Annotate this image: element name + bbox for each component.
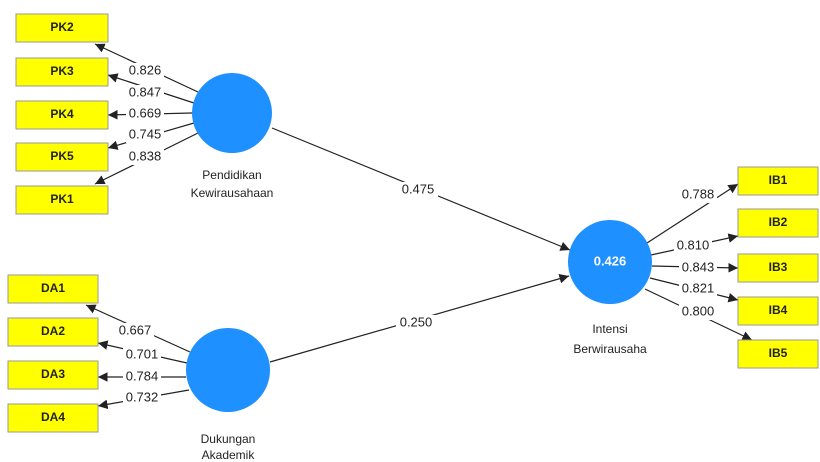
- construct-label: Berwirausaha: [573, 342, 647, 356]
- loading-value: 0.667: [119, 322, 152, 337]
- indicator-label: IB5: [769, 346, 788, 360]
- indicator-label: IB3: [769, 260, 788, 274]
- indicator-label: PK1: [50, 192, 74, 206]
- label-bg: [679, 281, 717, 297]
- loading-value: 0.838: [129, 148, 162, 163]
- label-bg: [674, 238, 712, 254]
- construct-label: Kewirausahaan: [191, 186, 274, 200]
- indicator-label: DA4: [41, 410, 65, 424]
- indicator-box: [15, 100, 109, 130]
- label-bg: [126, 106, 164, 122]
- label-bg: [396, 315, 436, 331]
- label-bg: [679, 187, 717, 203]
- label-bg: [126, 85, 164, 101]
- label-bg: [398, 182, 438, 198]
- loading-value: 0.669: [129, 105, 162, 120]
- indicator-box: [737, 296, 819, 326]
- label-bg: [679, 304, 717, 320]
- indicator-label: PK2: [50, 20, 74, 34]
- loading-value: 0.843: [682, 259, 715, 274]
- label-bg: [116, 323, 154, 339]
- r-squared: 0.426: [594, 253, 627, 268]
- label-bg: [679, 260, 717, 276]
- indicator-label: PK5: [50, 149, 74, 163]
- label-bg: [126, 149, 164, 165]
- indicator-label: DA3: [41, 367, 65, 381]
- label-bg: [126, 127, 164, 143]
- indicator-label: DA1: [41, 281, 65, 295]
- latent-construct: [568, 220, 652, 304]
- latent-construct: [192, 73, 272, 153]
- indicator-box: [15, 185, 109, 215]
- construct-label: Akademik: [202, 448, 256, 462]
- indicator-box: [7, 403, 99, 433]
- construct-label: Intensi: [592, 322, 627, 336]
- loading-value: 0.847: [129, 84, 162, 99]
- loading-value: 0.745: [129, 126, 162, 141]
- latent-construct: [186, 328, 270, 412]
- loading-value: 0.788: [682, 186, 715, 201]
- indicator-box: [737, 208, 819, 238]
- path-coefficient: 0.475: [402, 181, 435, 196]
- label-bg: [123, 390, 161, 406]
- indicator-label: IB2: [769, 215, 788, 229]
- indicator-label: IB4: [769, 303, 788, 317]
- loading-value: 0.701: [126, 346, 159, 361]
- indicator-box: [15, 13, 109, 43]
- construct-label: Dukungan: [201, 432, 256, 446]
- construct-label: Pendidikan: [202, 168, 261, 182]
- label-bg: [123, 369, 161, 385]
- indicator-label: PK4: [50, 107, 74, 121]
- indicator-label: PK3: [50, 64, 74, 78]
- indicator-box: [737, 253, 819, 283]
- path-coefficient: 0.250: [400, 314, 433, 329]
- indicator-box: [15, 57, 109, 87]
- indicator-label: IB1: [769, 173, 788, 187]
- loading-value: 0.821: [682, 280, 715, 295]
- label-bg: [123, 347, 161, 363]
- indicator-box: [737, 339, 819, 369]
- indicator-box: [737, 166, 819, 196]
- loading-arrow: [646, 183, 739, 244]
- loading-value: 0.800: [682, 303, 715, 318]
- indicator-box: [7, 274, 99, 304]
- loading-value: 0.826: [129, 62, 162, 77]
- indicator-label: DA2: [41, 324, 65, 338]
- indicator-box: [7, 317, 99, 347]
- loading-value: 0.732: [126, 389, 159, 404]
- loading-value: 0.810: [677, 237, 710, 252]
- indicator-box: [15, 142, 109, 172]
- indicator-box: [7, 360, 99, 390]
- label-bg: [126, 63, 164, 79]
- loading-value: 0.784: [126, 368, 159, 383]
